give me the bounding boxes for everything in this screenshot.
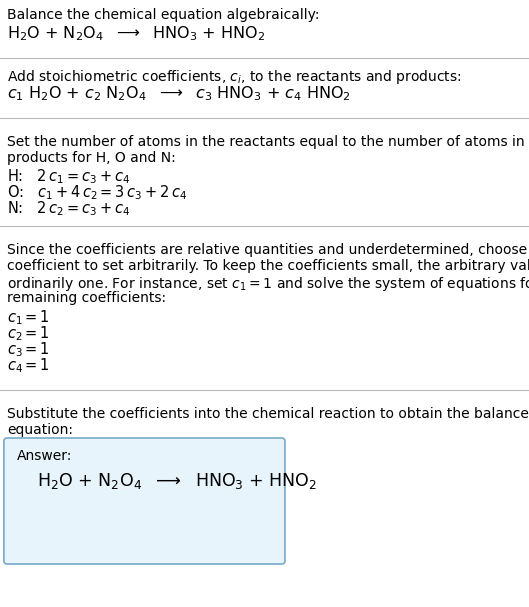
Text: equation:: equation: <box>7 423 73 437</box>
Text: $c_1 = 1$: $c_1 = 1$ <box>7 308 50 327</box>
Text: N:   $2\,c_2 = c_3 + c_4$: N: $2\,c_2 = c_3 + c_4$ <box>7 199 130 218</box>
Text: Add stoichiometric coefficients, $c_i$, to the reactants and products:: Add stoichiometric coefficients, $c_i$, … <box>7 68 461 86</box>
Text: ordinarily one. For instance, set $c_1 = 1$ and solve the system of equations fo: ordinarily one. For instance, set $c_1 =… <box>7 275 529 293</box>
Text: $c_3 = 1$: $c_3 = 1$ <box>7 340 50 359</box>
Text: Set the number of atoms in the reactants equal to the number of atoms in the: Set the number of atoms in the reactants… <box>7 135 529 149</box>
Text: Balance the chemical equation algebraically:: Balance the chemical equation algebraica… <box>7 8 320 22</box>
Text: Since the coefficients are relative quantities and underdetermined, choose a: Since the coefficients are relative quan… <box>7 243 529 257</box>
FancyBboxPatch shape <box>4 438 285 564</box>
Text: products for H, O and N:: products for H, O and N: <box>7 151 176 165</box>
Text: $c_4 = 1$: $c_4 = 1$ <box>7 356 50 375</box>
Text: $c_2 = 1$: $c_2 = 1$ <box>7 324 50 343</box>
Text: $c_1$ H$_2$O + $c_2$ N$_2$O$_4$  $\longrightarrow$  $c_3$ HNO$_3$ + $c_4$ HNO$_2: $c_1$ H$_2$O + $c_2$ N$_2$O$_4$ $\longri… <box>7 84 351 103</box>
Text: H$_2$O + N$_2$O$_4$  $\longrightarrow$  HNO$_3$ + HNO$_2$: H$_2$O + N$_2$O$_4$ $\longrightarrow$ HN… <box>37 471 317 491</box>
Text: coefficient to set arbitrarily. To keep the coefficients small, the arbitrary va: coefficient to set arbitrarily. To keep … <box>7 259 529 273</box>
Text: H:   $2\,c_1 = c_3 + c_4$: H: $2\,c_1 = c_3 + c_4$ <box>7 167 130 186</box>
Text: remaining coefficients:: remaining coefficients: <box>7 291 166 305</box>
Text: O:   $c_1 + 4\,c_2 = 3\,c_3 + 2\,c_4$: O: $c_1 + 4\,c_2 = 3\,c_3 + 2\,c_4$ <box>7 183 187 202</box>
Text: Answer:: Answer: <box>17 449 72 463</box>
Text: H$_2$O + N$_2$O$_4$  $\longrightarrow$  HNO$_3$ + HNO$_2$: H$_2$O + N$_2$O$_4$ $\longrightarrow$ HN… <box>7 24 265 42</box>
Text: Substitute the coefficients into the chemical reaction to obtain the balanced: Substitute the coefficients into the che… <box>7 407 529 421</box>
